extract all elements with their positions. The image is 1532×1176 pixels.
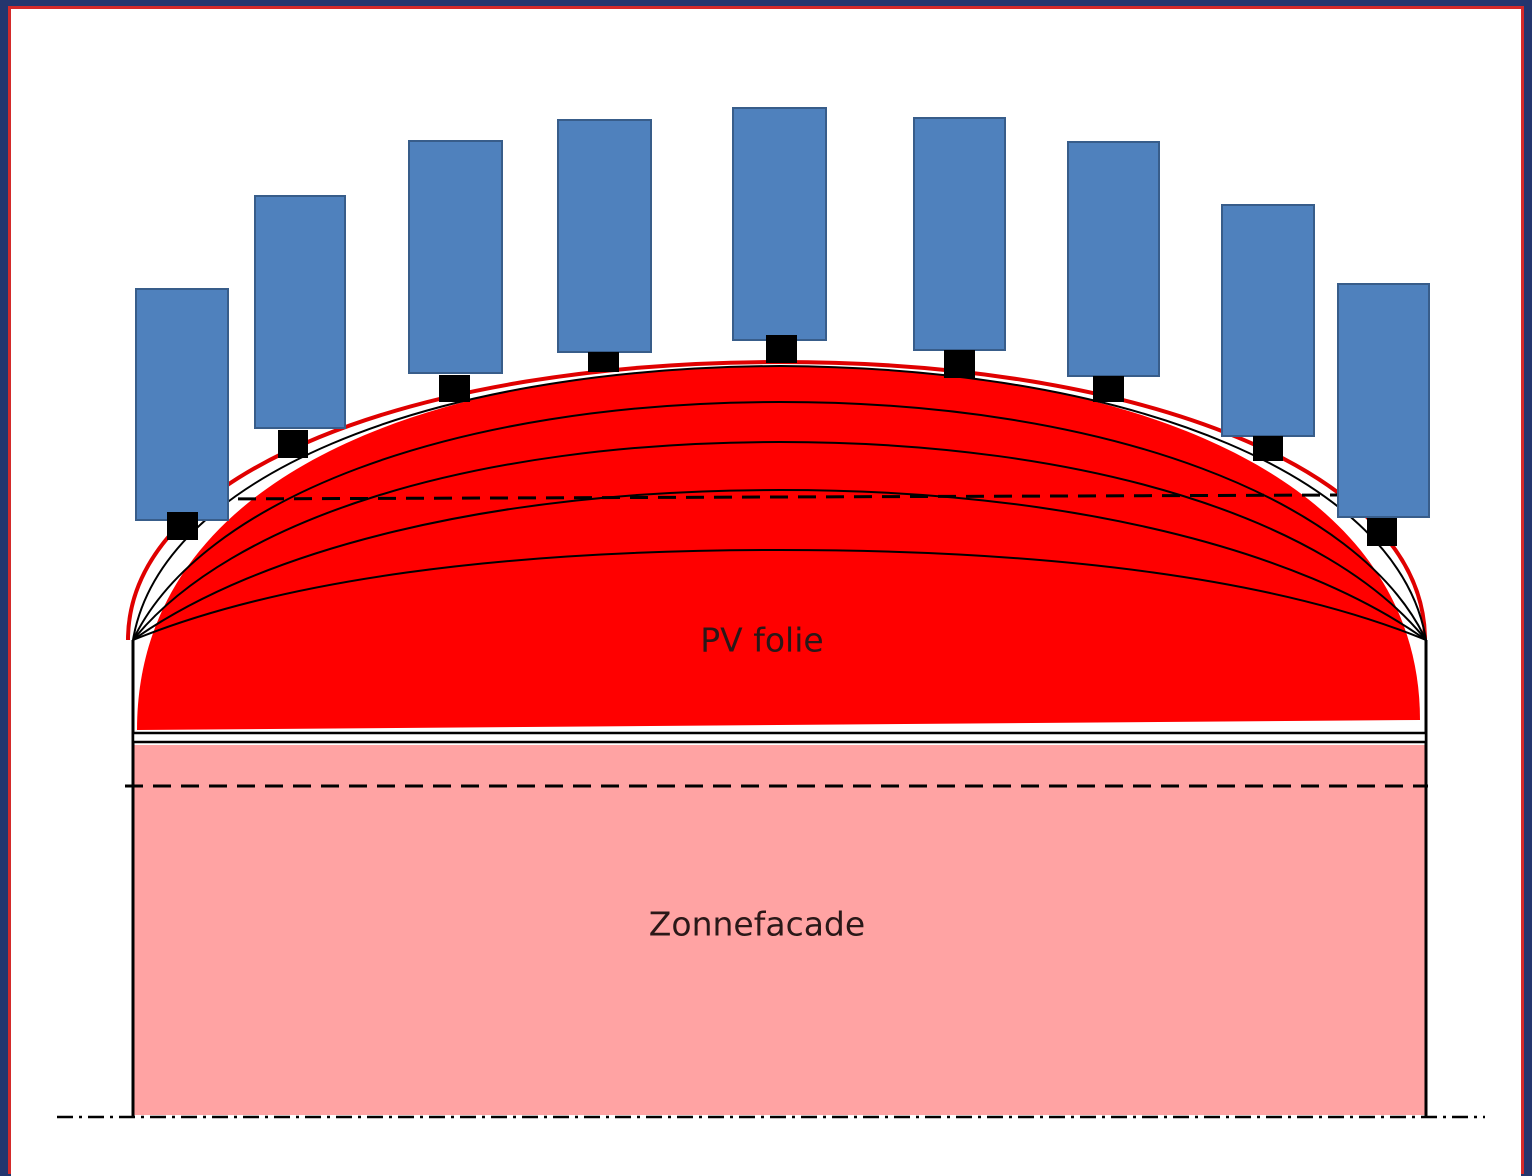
base-beam — [131, 731, 1428, 744]
pv-foil — [137, 366, 1420, 730]
pv-label: PV folie — [700, 621, 823, 660]
panels — [135, 107, 1430, 521]
facade — [133, 745, 1425, 1115]
facade-label: Zonnefacade — [649, 905, 865, 944]
dashed-line — [209, 493, 1346, 501]
clamps — [167, 335, 1397, 546]
